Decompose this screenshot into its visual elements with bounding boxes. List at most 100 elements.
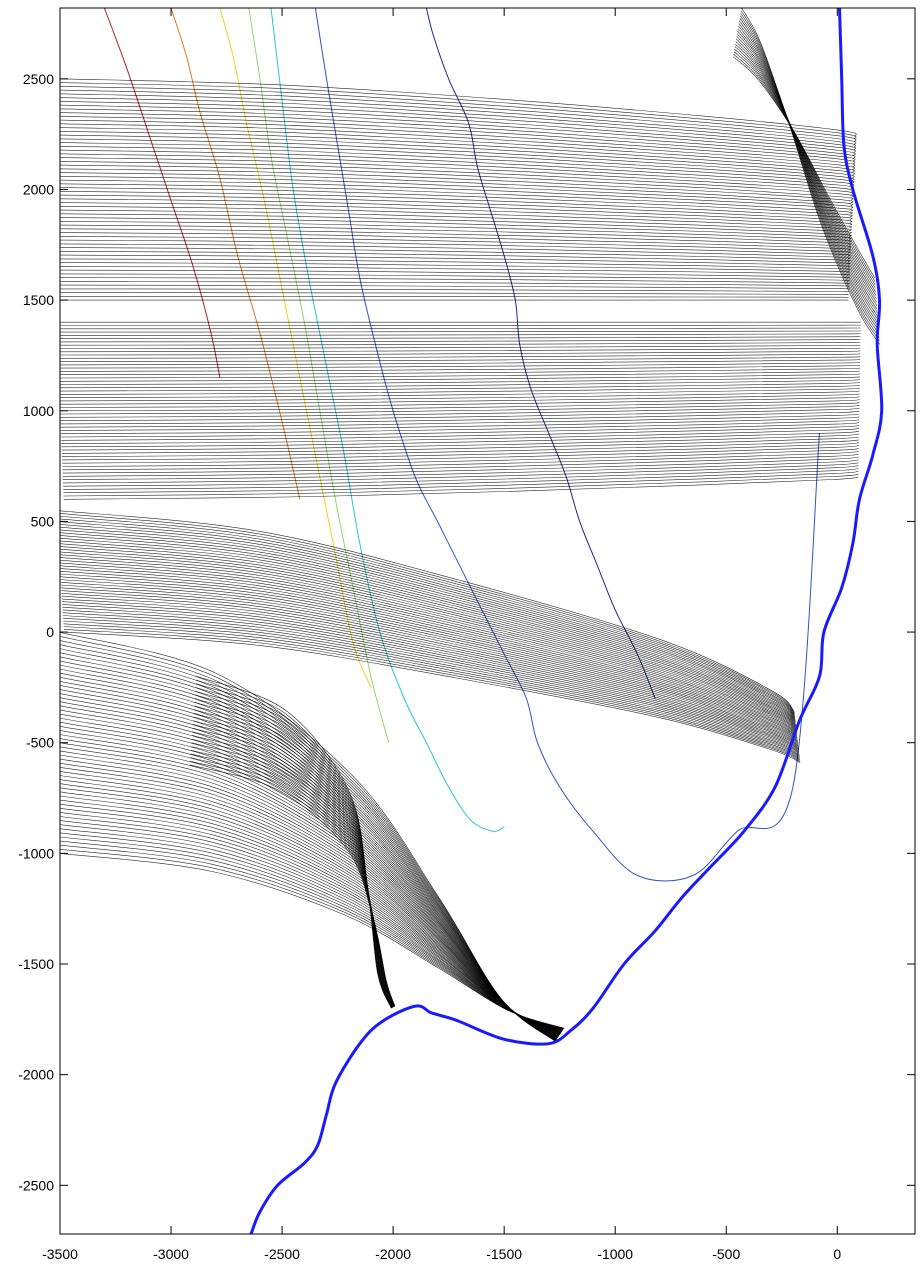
trajectory-line: [60, 416, 860, 431]
trajectory-line: [190, 749, 395, 1007]
trajectory-line: [60, 112, 856, 162]
trajectory-line: [61, 439, 859, 457]
y-tick-label: 2500: [23, 71, 54, 87]
trajectory-lines: [60, 8, 880, 1042]
trajectory-line: [191, 738, 395, 1007]
x-tick-label: -2500: [264, 1246, 300, 1262]
y-tick-label: 1000: [23, 403, 54, 419]
trajectory-line: [62, 451, 859, 471]
y-tick-label: -1500: [18, 956, 54, 972]
x-tick-label: -3500: [42, 1246, 78, 1262]
trajectory-line: [60, 568, 798, 737]
trajectory-line: [60, 367, 861, 375]
trajectory-line: [60, 576, 798, 740]
trajectory-line: [60, 82, 857, 140]
x-tick-label: -500: [712, 1246, 740, 1262]
trajectory-line: [193, 716, 394, 1008]
trajectory-line: [60, 224, 852, 245]
trajectory-line: [60, 78, 857, 137]
trajectory-line: [60, 559, 797, 733]
trajectory-line: [63, 629, 801, 762]
trajectory-line: [63, 626, 801, 761]
bathymetry-contour-5: [219, 8, 372, 688]
trajectory-line: [61, 601, 799, 751]
trajectory-line: [60, 149, 854, 190]
trajectory-line: [60, 228, 852, 248]
trajectory-line: [60, 350, 861, 356]
trajectory-line: [60, 551, 797, 730]
trajectory-line: [194, 705, 393, 1008]
trajectory-line: [60, 333, 861, 336]
trajectory-line: [60, 330, 861, 333]
trajectory-line: [60, 535, 796, 723]
trajectory-line: [60, 296, 849, 298]
trajectory-line: [192, 731, 394, 1008]
trajectory-line: [737, 28, 878, 317]
trajectory-line: [60, 515, 795, 715]
trajectory-line: [60, 408, 860, 421]
trajectory-line: [60, 269, 850, 279]
trajectory-line: [60, 402, 860, 415]
trajectory-line: [60, 86, 857, 143]
coastline-line: [249, 8, 884, 1234]
trajectory-line: [60, 370, 860, 379]
trajectory-line: [62, 442, 859, 461]
y-tick-label: 0: [46, 624, 54, 640]
trajectory-line: [62, 612, 800, 755]
trajectory-line: [60, 292, 849, 295]
trajectory-line: [60, 254, 851, 268]
trajectory-line: [60, 161, 854, 198]
trajectory-line: [62, 459, 859, 480]
trajectory-line: [60, 284, 850, 290]
y-tick-label: -2500: [18, 1177, 54, 1193]
trajectory-line: [194, 709, 393, 1008]
trajectory-line: [734, 46, 877, 293]
axes-frame: [59, 7, 916, 1235]
trajectory-line: [733, 53, 876, 282]
trajectory-line: [61, 595, 799, 748]
trajectory-line: [60, 123, 855, 170]
trajectory-line: [60, 97, 856, 151]
trajectory-line: [62, 456, 859, 477]
trajectory-line: [62, 453, 859, 474]
trajectory-line: [60, 108, 856, 159]
trajectory-line: [62, 462, 859, 484]
trajectory-line: [189, 764, 396, 1007]
x-tick-label: -1000: [597, 1246, 633, 1262]
trajectory-line: [60, 236, 851, 254]
trajectory-line: [736, 36, 878, 307]
bathymetry-contour-3: [270, 8, 505, 832]
trajectory-line: [60, 277, 850, 284]
trajectory-line: [190, 760, 396, 1007]
trajectory-line: [741, 8, 880, 345]
trajectory-line: [60, 385, 860, 395]
trajectory-line: [60, 562, 798, 734]
trajectory-line: [60, 209, 852, 234]
trajectory-line: [60, 262, 850, 273]
trajectory-line: [60, 247, 851, 262]
trajectory-line: [60, 146, 855, 187]
trajectory-line: [63, 471, 859, 493]
trajectory-line: [60, 565, 798, 736]
trajectory-line: [740, 10, 880, 342]
trajectory-line: [63, 617, 800, 758]
trajectory-line: [60, 119, 856, 168]
trajectory-line: [740, 12, 880, 338]
trajectory-line: [735, 43, 877, 296]
trajectory-line: [60, 382, 860, 392]
trajectory-line: [60, 258, 851, 270]
trajectory-line: [738, 23, 879, 324]
bathymetry-contour-7: [103, 8, 221, 378]
trajectory-line: [60, 376, 860, 385]
trajectory-line: [739, 18, 879, 331]
trajectory-line: [60, 579, 798, 741]
trajectory-line: [60, 127, 855, 173]
trajectory-line: [60, 116, 856, 165]
trajectory-line: [740, 15, 880, 335]
trajectory-line: [62, 448, 859, 467]
x-tick-label: 0: [833, 1246, 841, 1262]
y-tick-label: -1000: [18, 845, 54, 861]
trajectory-line: [60, 93, 857, 148]
trajectory-line: [60, 353, 861, 359]
trajectory-line: [60, 153, 854, 193]
